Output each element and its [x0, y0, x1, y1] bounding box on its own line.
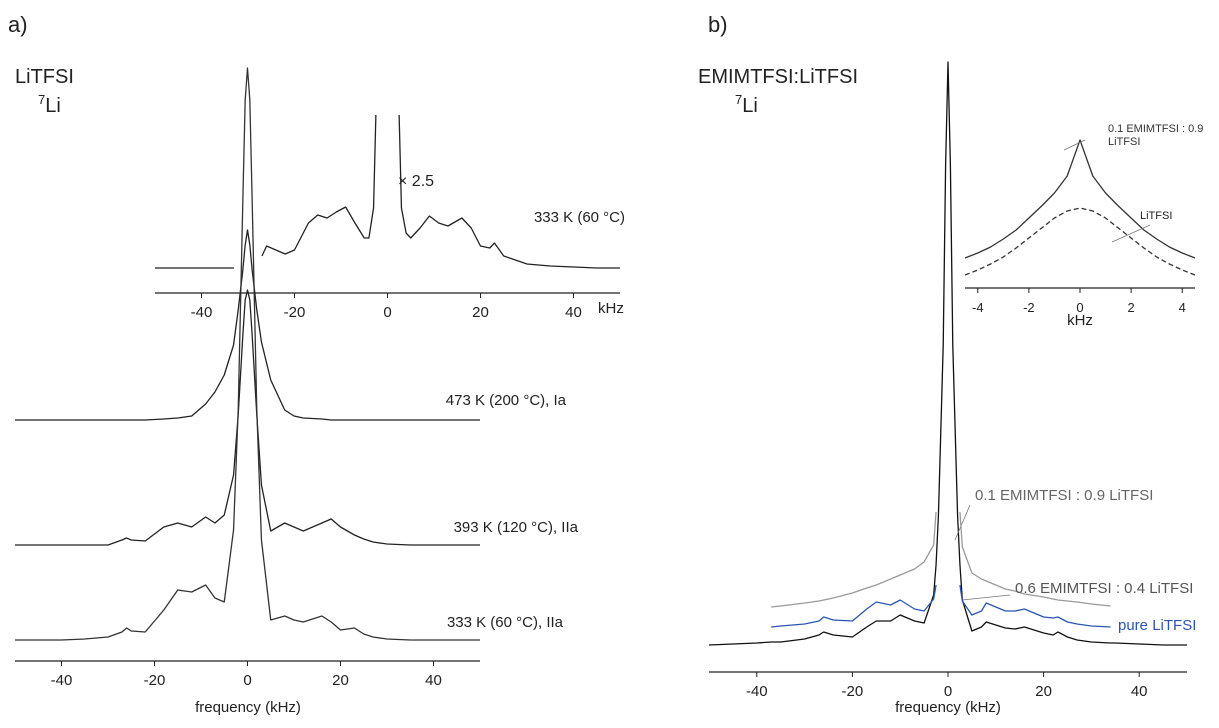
x-axis-label: frequency (kHz)	[895, 699, 1001, 716]
leader-line	[1063, 139, 1086, 151]
spectrum	[15, 229, 480, 421]
x-tick-label: -20	[284, 304, 306, 321]
title: EMIMTFSI:LiTFSI	[698, 66, 858, 88]
spectrum	[964, 139, 1196, 259]
x-tick-label: 0	[383, 304, 391, 321]
x-axis-label: frequency (kHz)	[195, 699, 301, 716]
nucleus-mass: 7	[735, 92, 742, 107]
title: LiTFSI	[15, 66, 74, 88]
series-label: LiTFSI	[1140, 210, 1172, 222]
x-tick-label: 4	[1179, 300, 1186, 315]
nucleus-mass: 7	[38, 92, 45, 107]
x-tick-label: 40	[425, 672, 442, 689]
nucleus: 7Li	[38, 92, 61, 117]
annotation: × 2.5	[398, 173, 434, 190]
x-tick-label: -40	[191, 304, 213, 321]
series-label: 333 K (60 °C), IIa	[447, 614, 564, 631]
x-tick-label: 40	[565, 304, 582, 321]
x-tick-label: -40	[746, 683, 768, 700]
x-tick-label: 0	[1076, 300, 1083, 315]
spectrum	[964, 207, 1196, 276]
x-unit: kHz	[598, 300, 624, 317]
x-tick-label: 0	[944, 683, 952, 700]
series-label: 473 K (200 °C), Ia	[446, 392, 567, 409]
panel-label: b)	[708, 12, 728, 37]
spectrum	[15, 289, 480, 546]
series-label: 393 K (120 °C), IIa	[454, 519, 579, 536]
nucleus-element: Li	[742, 95, 758, 117]
series-label-box: 0.1 EMIMTFSI : 0.9 LiTFSI	[1108, 123, 1204, 148]
x-tick-label: 2	[1127, 300, 1134, 315]
leader-line	[961, 594, 1011, 601]
nucleus-element: Li	[45, 95, 61, 117]
spectrum	[771, 584, 1111, 628]
x-tick-label: -20	[144, 672, 166, 689]
x-tick-label: 40	[1131, 683, 1148, 700]
series-label: 0.6 EMIMTFSI : 0.4 LiTFSI	[1015, 580, 1193, 597]
x-tick-label: 20	[1035, 683, 1052, 700]
leader-line	[1111, 224, 1151, 243]
leader-line	[954, 504, 971, 541]
series-label: pure LiTFSI	[1118, 617, 1196, 634]
x-tick-label: -20	[842, 683, 864, 700]
x-tick-label: 20	[332, 672, 349, 689]
panel-label: a)	[8, 12, 28, 37]
x-axis-label: kHz	[1067, 312, 1093, 329]
x-tick-label: 0	[243, 672, 251, 689]
spectrum	[155, 114, 620, 269]
spectrum	[708, 61, 1187, 646]
x-tick-label: 20	[472, 304, 489, 321]
series-label: 0.1 EMIMTFSI : 0.9 LiTFSI	[1108, 123, 1204, 148]
series-label: 0.1 EMIMTFSI : 0.9 LiTFSI	[975, 487, 1153, 504]
spectrum	[771, 511, 1111, 608]
x-tick-label: -2	[1023, 300, 1035, 315]
spectrum	[15, 67, 480, 641]
series-label: 333 K (60 °C)	[534, 209, 625, 226]
nucleus: 7Li	[735, 92, 758, 117]
x-tick-label: -4	[972, 300, 984, 315]
x-tick-label: -40	[51, 672, 73, 689]
